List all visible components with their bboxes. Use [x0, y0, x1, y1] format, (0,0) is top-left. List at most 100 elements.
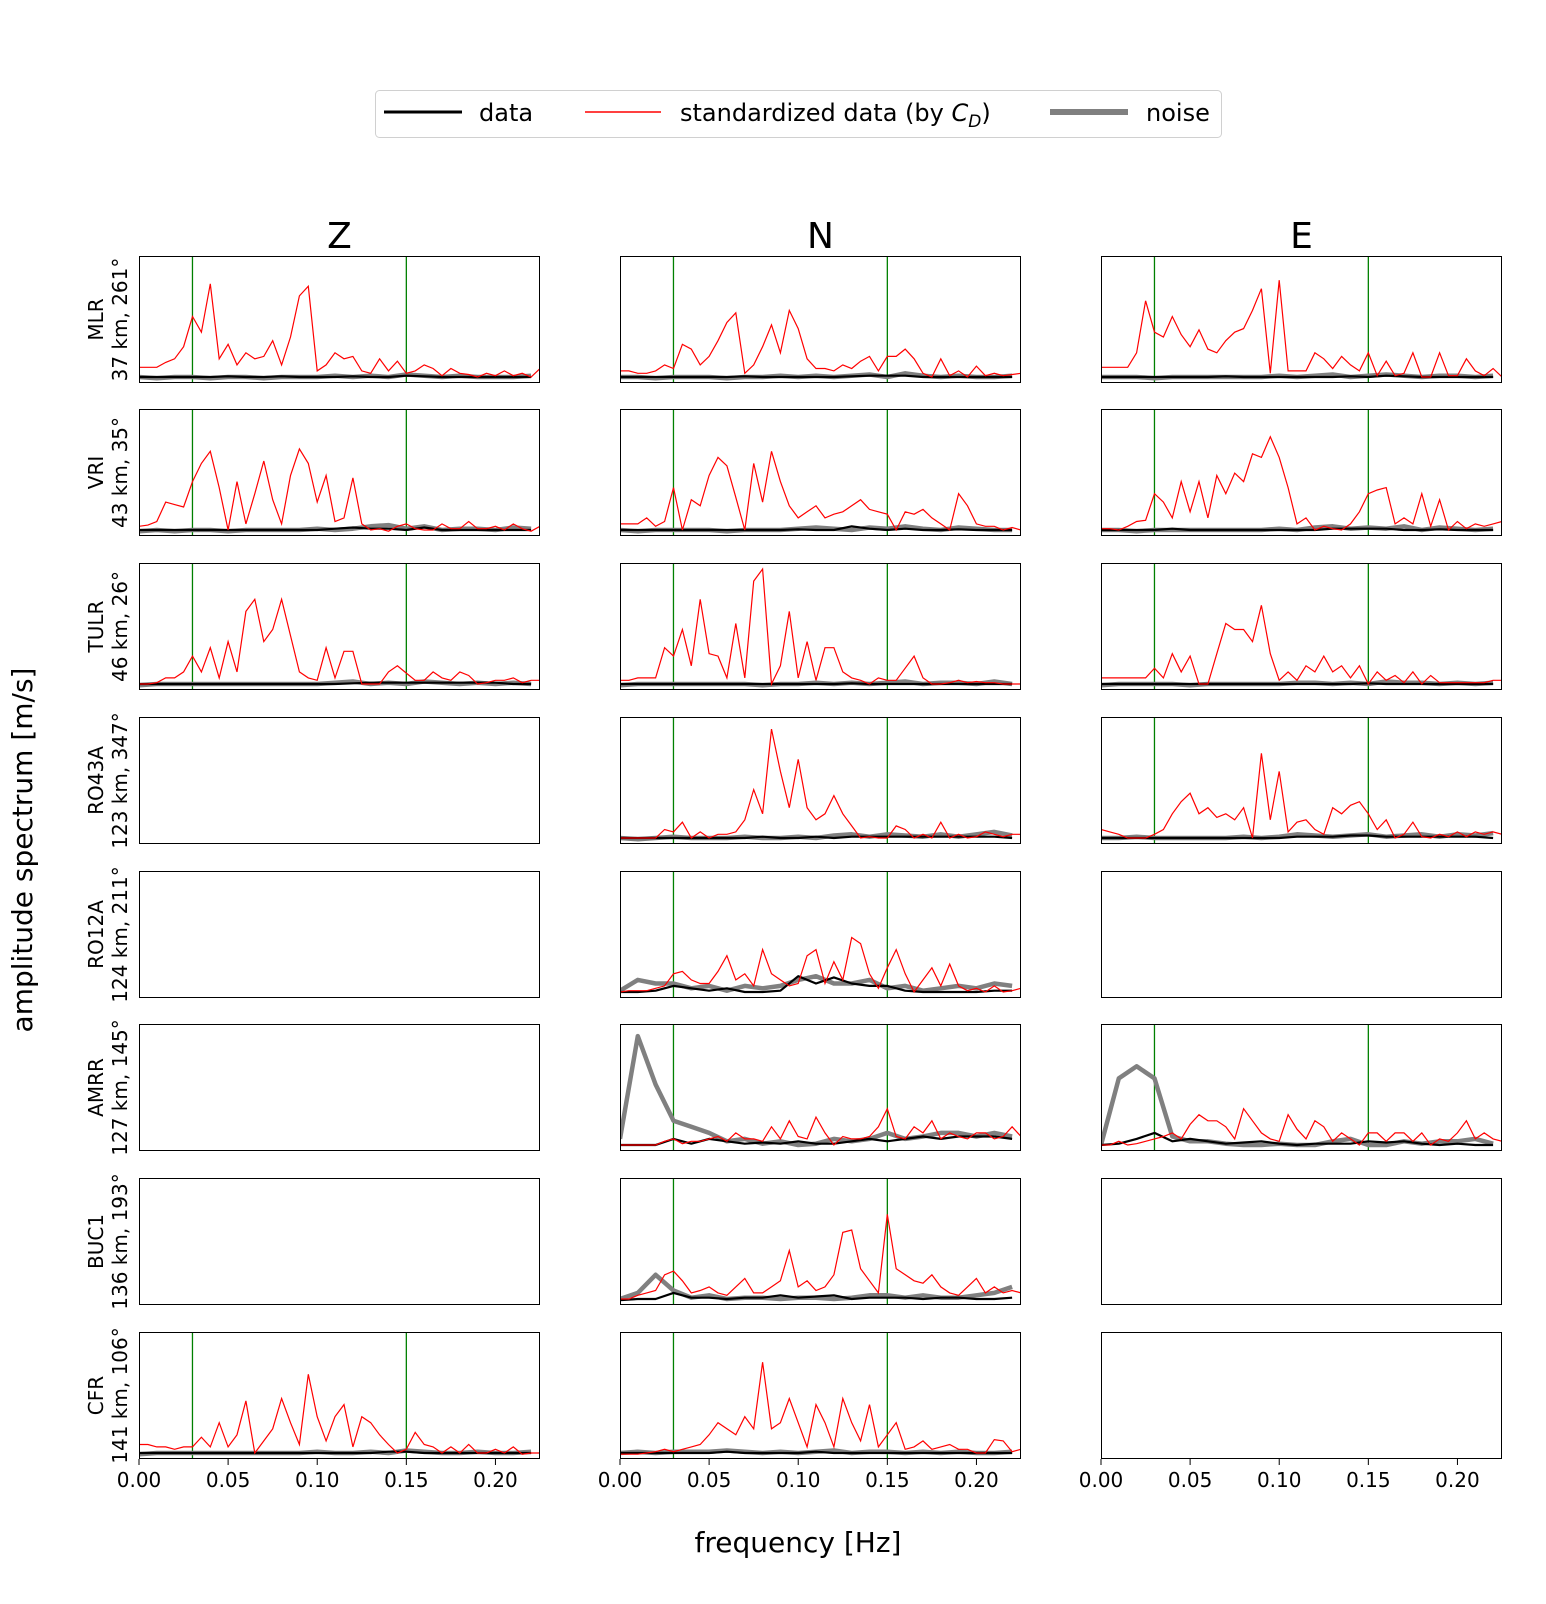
panel-frame — [1101, 1178, 1502, 1305]
panel-series — [139, 563, 540, 690]
data-line — [1101, 527, 1494, 532]
panel-series — [620, 871, 1021, 998]
x-tick-label: 0.15 — [384, 1468, 429, 1492]
legend-frame — [375, 90, 1222, 138]
panel-frame — [620, 563, 1021, 690]
x-tick-label: 0.00 — [117, 1468, 162, 1492]
panel-amrr-z — [139, 1024, 540, 1151]
data-line — [620, 1450, 1013, 1455]
panel-series — [620, 1178, 1021, 1305]
panel-frame — [139, 1178, 540, 1305]
row-label-distance-azimuth: 43 km, 35° — [108, 417, 132, 528]
panel-frame — [620, 717, 1021, 844]
row-label-station: BUC1 — [84, 1214, 108, 1269]
data-line — [620, 975, 1013, 994]
standardized-data-line — [139, 1374, 540, 1455]
x-tick-label: 0.15 — [865, 1468, 910, 1492]
noise-line — [1101, 1064, 1494, 1148]
legend-label-standardized: standardized data (by CD) — [680, 99, 991, 132]
x-tick-label: 0.20 — [954, 1468, 999, 1492]
panel-buc1-z — [139, 1178, 540, 1305]
data-line — [139, 681, 532, 686]
panel-frame — [139, 256, 540, 383]
panel-frame — [1101, 563, 1502, 690]
panel-tulr-e — [1101, 563, 1502, 690]
x-tick-label: 0.10 — [776, 1468, 821, 1492]
data-line — [620, 525, 1013, 532]
row-label-station: RO12A — [84, 900, 108, 969]
legend-label-noise: noise — [1146, 99, 1210, 127]
panel-series — [620, 1024, 1021, 1151]
panel-series — [1101, 717, 1502, 844]
standardized-data-line — [1101, 1107, 1502, 1146]
row-label-station: CFR — [84, 1376, 108, 1415]
row-label-station: VRI — [84, 456, 108, 489]
panel-series — [620, 409, 1021, 536]
row-label-station: RO43A — [84, 746, 108, 815]
panel-frame — [139, 871, 540, 998]
row-label-station: MLR — [84, 298, 108, 340]
panel-vri-z — [139, 409, 540, 536]
x-axis-label: frequency [Hz] — [695, 1526, 902, 1559]
panel-series — [1101, 256, 1502, 383]
panel-series — [1101, 409, 1502, 536]
panel-series — [620, 717, 1021, 844]
panel-cfr-z: 0.00 0.05 0.10 0.15 0.20 — [117, 1332, 540, 1492]
panel-cfr-n: 0.00 0.05 0.10 0.15 0.20 — [598, 1332, 1021, 1492]
panel-frame — [1101, 409, 1502, 536]
panel-mlr-z — [139, 256, 540, 383]
panel-ro43a-n — [620, 717, 1021, 844]
standardized-data-line — [1101, 605, 1502, 686]
row-label-distance-azimuth: 127 km, 145° — [108, 1019, 132, 1155]
panel-frame — [139, 1332, 540, 1459]
data-line — [139, 1450, 532, 1455]
panel-cfr-e: 0.00 0.05 0.10 0.15 0.20 — [1079, 1332, 1502, 1492]
panel-ro43a-z — [139, 717, 540, 844]
panel-frame — [1101, 717, 1502, 844]
panel-series — [1101, 563, 1502, 690]
panel-frame — [620, 1332, 1021, 1459]
panel-frame — [139, 717, 540, 844]
panel-series — [139, 409, 540, 536]
panel-ro12a-n — [620, 871, 1021, 998]
panel-series — [139, 256, 540, 383]
row-label-distance-azimuth: 124 km, 211° — [108, 866, 132, 1002]
column-title-e: E — [1290, 216, 1313, 257]
legend-label-data: data — [479, 99, 533, 127]
panel-amrr-n — [620, 1024, 1021, 1151]
x-tick-label: 0.20 — [473, 1468, 518, 1492]
standardized-data-line — [620, 308, 1021, 378]
panel-frame — [620, 409, 1021, 536]
standardized-data-line — [139, 596, 540, 685]
row-label-distance-azimuth: 136 km, 193° — [108, 1173, 132, 1309]
data-line — [620, 682, 1013, 686]
panel-series — [620, 563, 1021, 690]
panel-frame — [139, 409, 540, 536]
row-label-distance-azimuth: 141 km, 106° — [108, 1327, 132, 1463]
panel-mlr-e — [1101, 256, 1502, 383]
data-line — [620, 1135, 1013, 1147]
row-label-distance-azimuth: 46 km, 26° — [108, 571, 132, 682]
panel-tulr-n — [620, 563, 1021, 690]
panel-tulr-z — [139, 563, 540, 690]
x-tick-label: 0.00 — [1079, 1468, 1124, 1492]
standardized-data-line — [620, 936, 1021, 994]
noise-line — [620, 1033, 1013, 1148]
panel-ro12a-z — [139, 871, 540, 998]
x-tick-label: 0.05 — [687, 1468, 732, 1492]
panel-ro12a-e — [1101, 871, 1502, 998]
column-title-z: Z — [327, 216, 352, 257]
panel-frame — [620, 256, 1021, 383]
standardized-data-line — [1101, 280, 1502, 378]
column-title-n: N — [807, 216, 834, 257]
standardized-data-line — [139, 283, 540, 378]
panel-buc1-e — [1101, 1178, 1502, 1305]
panel-vri-e — [1101, 409, 1502, 536]
standardized-data-line — [620, 451, 1021, 532]
panel-series — [139, 1332, 540, 1459]
standardized-data-line — [620, 1362, 1021, 1455]
standardized-data-line — [139, 447, 540, 532]
data-line — [620, 374, 1013, 379]
x-tick-label: 0.05 — [206, 1468, 251, 1492]
